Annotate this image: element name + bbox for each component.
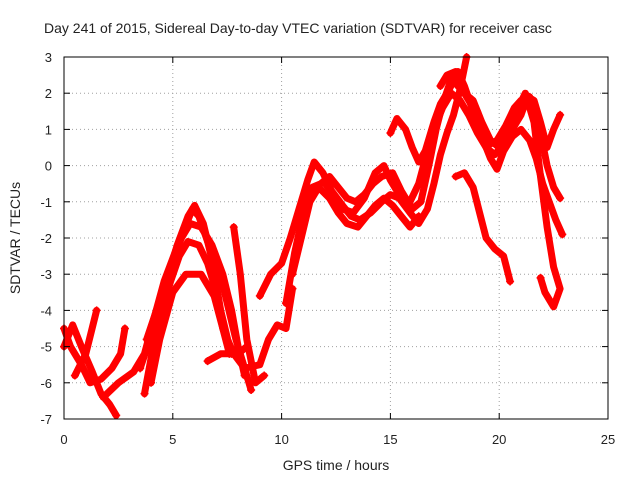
series-layer: [60, 53, 567, 420]
x-tick-label: 15: [383, 432, 397, 447]
x-tick-label: 0: [60, 432, 67, 447]
series-marker: [536, 273, 545, 282]
y-tick-label: -2: [40, 231, 52, 246]
series-marker: [99, 393, 108, 402]
series-marker: [558, 230, 567, 239]
y-tick-label: -7: [40, 412, 52, 427]
series-marker: [92, 306, 101, 315]
y-tick-label: 0: [45, 159, 52, 174]
y-tick-label: 2: [45, 86, 52, 101]
series-arc-16: [436, 68, 534, 148]
series-marker: [414, 212, 423, 221]
series-marker: [203, 357, 212, 366]
series-arc-10: [230, 223, 268, 387]
series-marker: [229, 223, 238, 232]
x-tick-label: 5: [169, 432, 176, 447]
series-arc-1: [60, 321, 120, 419]
series-marker: [240, 371, 249, 380]
y-tick-label: -4: [40, 303, 52, 318]
series-marker: [136, 364, 145, 373]
y-tick-label: -3: [40, 267, 52, 282]
series-marker: [70, 371, 79, 380]
series-arc-13: [289, 183, 423, 278]
chart-title: Day 241 of 2015, Sidereal Day-to-day VTE…: [44, 20, 552, 36]
series-marker: [147, 378, 156, 387]
series-arc-18: [524, 96, 564, 311]
series-marker: [321, 179, 330, 188]
y-tick-label: -6: [40, 376, 52, 391]
y-tick-label: -5: [40, 340, 52, 355]
x-tick-label: 20: [492, 432, 506, 447]
series-marker: [112, 411, 121, 420]
series-arc-2: [71, 306, 101, 380]
x-tick-label: 25: [601, 432, 615, 447]
series-arc-8: [147, 270, 296, 387]
series-marker: [506, 277, 515, 286]
series-marker: [523, 96, 532, 105]
series-marker: [556, 110, 565, 119]
y-tick-label: -1: [40, 195, 52, 210]
series-marker: [260, 371, 269, 380]
series-marker: [386, 129, 395, 138]
series-marker: [281, 299, 290, 308]
x-axis-label: GPS time / hours: [283, 457, 390, 473]
y-axis-label: SDTVAR / TECUs: [7, 182, 23, 294]
series-arc-17: [452, 169, 514, 285]
series-arc-3: [60, 325, 129, 387]
series-marker: [288, 270, 297, 279]
y-tick-label: 3: [45, 50, 52, 65]
series-marker: [451, 172, 460, 181]
axis-ticks: 0 5 10 15 20 25 -7 -6 -5 -4 -3 -2 -1 0 1 2 3: [40, 50, 615, 447]
series-marker: [140, 389, 149, 398]
y-tick-label: 1: [45, 122, 52, 137]
x-tick-label: 10: [274, 432, 288, 447]
series-marker: [255, 291, 264, 300]
series-marker: [247, 386, 256, 395]
series-marker: [142, 335, 151, 344]
series-marker: [227, 349, 236, 358]
series-marker: [436, 81, 445, 90]
series-marker: [120, 324, 129, 333]
series-marker: [556, 194, 565, 203]
